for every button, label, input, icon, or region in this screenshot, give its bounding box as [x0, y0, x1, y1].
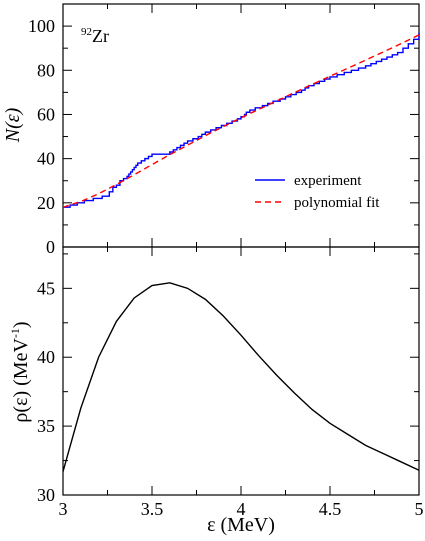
top-panel-counting-function: 0 20 40 60 80 100 92Zr N(ε) experiment polyno…: [2, 3, 420, 257]
top-y-axis-label: N(ε): [2, 107, 24, 143]
bottom-y-tick-label: 30: [37, 485, 55, 505]
bottom-y-axis-label-main: ρ(ε) (MeV: [10, 338, 32, 423]
legend-label-experiment: experiment: [294, 173, 362, 189]
isotope-mass-number: 92: [81, 26, 92, 38]
top-panel-ticks: 0 20 40 60 80 100: [28, 3, 420, 257]
bottom-panel-frame: [62, 246, 420, 496]
isotope-element: Zr: [92, 26, 109, 46]
bottom-y-axis-label-close: ): [10, 321, 32, 328]
bottom-y-axis-label: ρ(ε) (MeV-1): [8, 321, 32, 422]
bottom-panel-level-density: 30 35 40 45 3 3.5 4 4.5 5 ρ(ε) (MeV-1) ε (MeV): [8, 246, 424, 536]
top-panel-series: [62, 32, 420, 208]
legend: experiment polynomial fit: [255, 173, 380, 211]
top-y-tick-label: 60: [37, 104, 55, 124]
top-y-tick-label: 20: [37, 193, 55, 213]
isotope-annotation: 92Zr: [81, 26, 109, 46]
top-y-tick-label: 0: [46, 237, 55, 257]
top-series-line-0: [63, 32, 420, 208]
bottom-panel-series: [62, 282, 420, 472]
bottom-y-tick-label: 35: [37, 416, 55, 436]
bottom-panel-ticks: 30 35 40 45 3 3.5 4 4.5 5: [37, 247, 424, 519]
bottom-series-line-0: [62, 282, 420, 472]
bottom-y-axis-label-superscript: -1: [8, 328, 22, 338]
legend-label-polynomial-fit: polynomial fit: [294, 195, 380, 211]
bottom-x-tick-label: 3: [59, 499, 68, 519]
bottom-x-tick-label: 4: [237, 499, 246, 519]
top-y-tick-label: 80: [37, 60, 55, 80]
bottom-x-tick-label: 5: [415, 499, 424, 519]
bottom-y-tick-label: 40: [37, 347, 55, 367]
x-axis-label: ε (MeV): [207, 514, 275, 536]
bottom-x-tick-label: 4.5: [319, 499, 342, 519]
bottom-y-tick-label: 45: [37, 278, 55, 298]
top-y-tick-label: 40: [37, 149, 55, 169]
bottom-x-tick-label: 3.5: [141, 499, 164, 519]
top-series-line-1: [62, 34, 420, 208]
top-y-tick-label: 100: [28, 16, 55, 36]
